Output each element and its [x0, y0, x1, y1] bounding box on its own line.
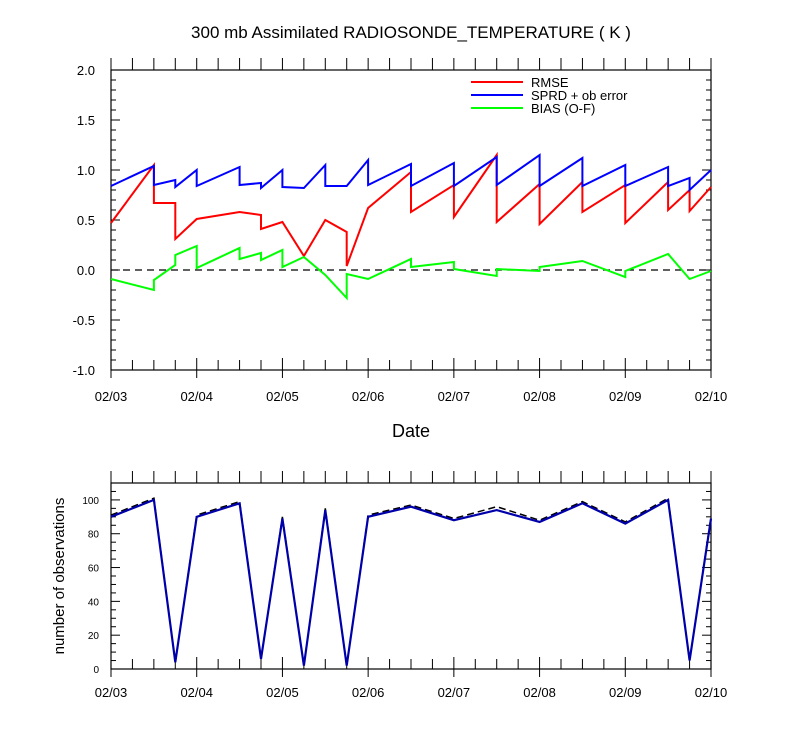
- y-tick-label: 60: [88, 564, 100, 575]
- y-tick-label: 1.5: [77, 113, 95, 128]
- x-tick-label: 02/05: [266, 389, 299, 404]
- x-tick-label: 02/07: [438, 389, 471, 404]
- y-tick-label: 2.0: [77, 63, 95, 78]
- y-tick-label: 40: [88, 597, 100, 608]
- y-tick-label: 0.5: [77, 213, 95, 228]
- top-plot-frame: [110, 69, 712, 371]
- x-tick-label: 02/10: [695, 685, 728, 700]
- bottom-plot-frame: [110, 482, 712, 670]
- top-series-group: [110, 151, 712, 301]
- y-tick-label: 0: [93, 665, 99, 676]
- x-tick-label: 02/04: [180, 389, 213, 404]
- x-tick-label: 02/04: [180, 685, 213, 700]
- x-tick-label: 02/06: [352, 389, 385, 404]
- series-line-used-observations: [110, 498, 713, 666]
- y-tick-label: 100: [82, 496, 99, 507]
- x-tick-label: 02/09: [609, 685, 642, 700]
- x-tick-label: 02/07: [438, 685, 471, 700]
- y-axis-title-observations: number of observations: [51, 498, 68, 655]
- series-line-possible-observations: [110, 497, 712, 666]
- chart-title: 300 mb Assimilated RADIOSONDE_TEMPERATUR…: [191, 23, 631, 42]
- bottom-series-group: [110, 497, 713, 666]
- y-tick-label: -0.5: [73, 313, 95, 328]
- top-y-axis: -1.0 -0.5 0.0 0.5 1.0 1.5 2.0: [73, 63, 711, 378]
- x-tick-label: 02/03: [95, 685, 128, 700]
- top-x-axis: 02/03 02/04 02/05 02/06 02/07 02/08 02/09 02/10: [95, 58, 728, 404]
- y-tick-label: 20: [88, 631, 100, 642]
- x-tick-label: 02/05: [266, 685, 299, 700]
- series-line-sprd-ob-error: [110, 153, 712, 193]
- x-tick-label: 02/08: [523, 389, 556, 404]
- y-tick-label: 0.0: [77, 263, 95, 278]
- x-tick-label: 02/09: [609, 389, 642, 404]
- x-tick-label: 02/03: [95, 389, 128, 404]
- legend-label: RMSE: [531, 75, 569, 90]
- bottom-y-axis: 0 20 40 60 80 100: [82, 482, 711, 676]
- y-tick-label: -1.0: [73, 363, 95, 378]
- series-line-bias-o-f: [110, 244, 712, 301]
- x-tick-label: 02/10: [695, 389, 728, 404]
- legend-label: BIAS (O-F): [531, 101, 595, 116]
- x-axis-title: Date: [392, 421, 430, 441]
- x-tick-label: 02/06: [352, 685, 385, 700]
- series-line-rmse: [110, 151, 712, 267]
- y-tick-label: 1.0: [77, 163, 95, 178]
- y-tick-label: 80: [88, 530, 100, 541]
- top-plot-area: -1.0-0.50.00.51.01.52.0 02/03 02/04 02/05 0…: [73, 58, 728, 404]
- bottom-x-axis: 02/03 02/04 02/05 02/06 02/07 02/08 02/09 02/10: [95, 471, 728, 700]
- x-tick-label: 02/08: [523, 685, 556, 700]
- legend-label: SPRD + ob error: [531, 88, 628, 103]
